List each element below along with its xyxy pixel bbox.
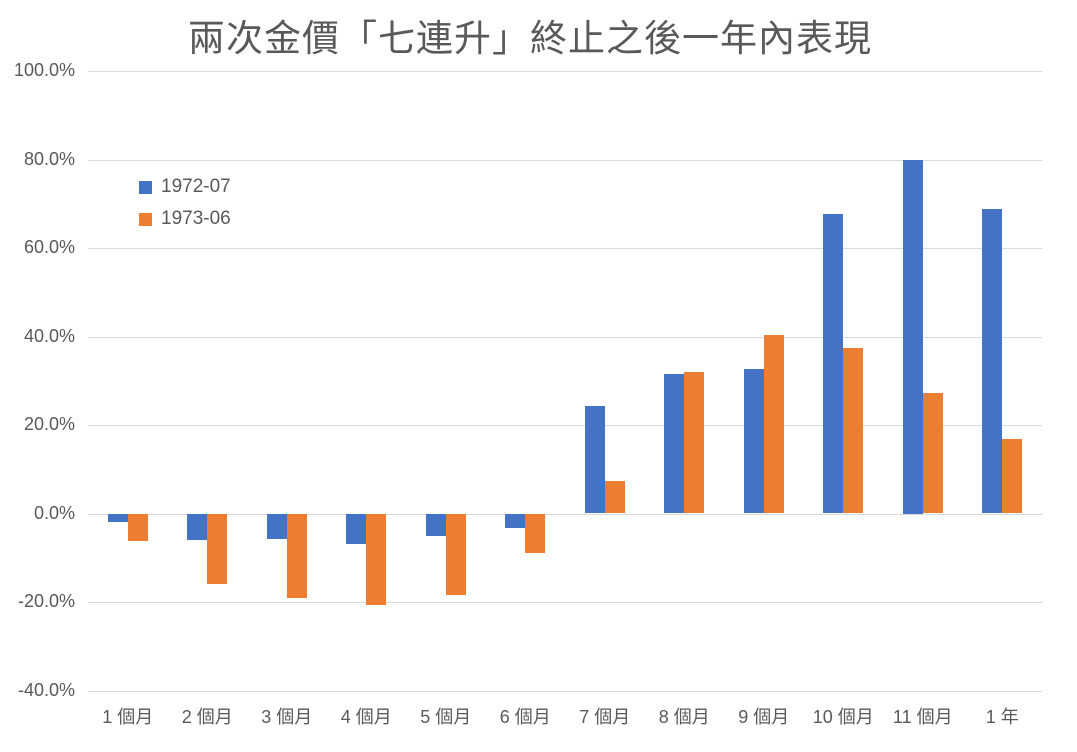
bar-1972-07-1 個月: [107, 513, 128, 523]
bar-1973-06-2 個月: [207, 513, 228, 585]
bar-1972-07-7 個月: [584, 405, 605, 514]
bar-1973-06-9 個月: [763, 335, 784, 514]
gridline: [88, 602, 1042, 603]
bar-1973-06-11 個月: [922, 393, 943, 514]
legend-item-series1: 1972-07: [139, 171, 231, 203]
x-axis-label: 2 個月: [181, 707, 233, 727]
bar-1973-06-7 個月: [604, 480, 625, 514]
bar-1972-07-3 個月: [266, 513, 287, 539]
x-axis-label: 7 個月: [579, 707, 631, 727]
bar-1973-06-8 個月: [684, 372, 705, 514]
bar-1972-07-11 個月: [902, 159, 923, 514]
y-axis-label: -20.0%: [17, 591, 75, 612]
legend: 1972-07 1973-06: [139, 171, 231, 235]
bar-1972-07-8 個月: [664, 374, 685, 514]
x-axis-label: 1 年: [985, 707, 1019, 727]
y-axis-label: 40.0%: [23, 325, 75, 346]
x-axis-label: 8 個月: [658, 707, 710, 727]
x-axis-label: 1 個月: [102, 707, 154, 727]
bar-1972-07-5 個月: [425, 513, 446, 536]
x-axis-label: 9 個月: [738, 707, 790, 727]
x-axis-label: 3 個月: [261, 707, 313, 727]
legend-swatch-series1-icon: [139, 180, 152, 194]
x-axis-label: 5 個月: [420, 707, 472, 727]
bar-1972-07-10 個月: [823, 214, 844, 514]
gridline: [88, 71, 1042, 72]
y-axis-label: 80.0%: [23, 148, 75, 169]
gridline: [88, 336, 1042, 338]
legend-label-series2: 1973-06: [161, 208, 231, 229]
bar-1972-07-1 年: [982, 208, 1003, 514]
bar-1973-06-1 年: [1002, 438, 1023, 514]
y-axis-label: 0.0%: [33, 502, 75, 523]
legend-swatch-series2-icon: [139, 212, 152, 226]
bar-1972-07-9 個月: [743, 368, 764, 514]
bar-1972-07-2 個月: [187, 513, 208, 540]
gridline: [88, 513, 1042, 515]
legend-item-series2: 1973-06: [139, 203, 231, 235]
y-axis-label: 20.0%: [23, 414, 75, 435]
bar-1973-06-6 個月: [525, 513, 546, 553]
bar-1973-06-4 個月: [366, 513, 387, 606]
y-axis-label: 60.0%: [23, 237, 75, 258]
x-axis-label: 10 個月: [812, 707, 874, 727]
gridline: [88, 248, 1042, 249]
gridline: [88, 690, 1042, 692]
legend-label-series1: 1972-07: [161, 176, 231, 197]
bar-1973-06-1 個月: [127, 513, 148, 541]
gridline: [88, 159, 1042, 161]
gridline: [88, 425, 1042, 426]
bar-1973-06-10 個月: [843, 348, 864, 514]
x-axis-label: 4 個月: [340, 707, 392, 727]
x-axis-label: 6 個月: [499, 707, 551, 727]
bar-1972-07-4 個月: [346, 513, 367, 545]
chart-title: 兩次金價「七連升」終止之後一年內表現: [188, 19, 872, 60]
bar-1972-07-6 個月: [505, 513, 526, 528]
y-axis-label: -40.0%: [17, 679, 75, 700]
bar-1973-06-3 個月: [286, 513, 307, 599]
y-axis-label: 100.0%: [13, 60, 75, 81]
bar-1973-06-5 個月: [445, 513, 466, 595]
x-axis-label: 11 個月: [892, 707, 953, 727]
